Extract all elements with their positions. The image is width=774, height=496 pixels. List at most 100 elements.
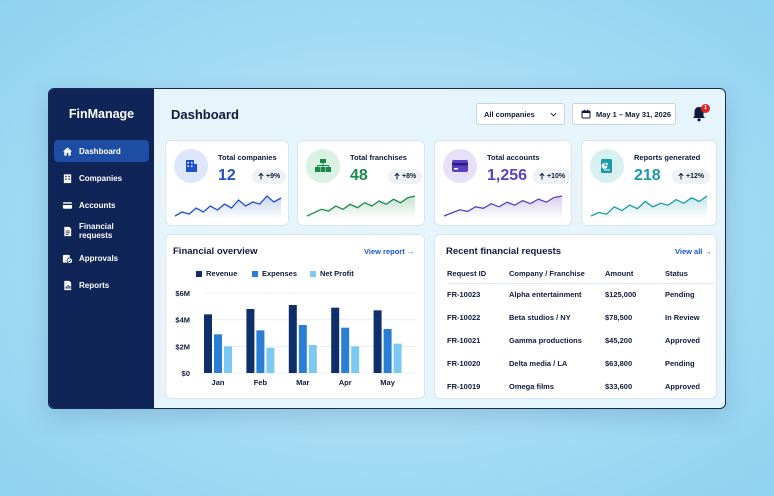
stat-value: 218 xyxy=(634,167,661,184)
change-badge: +9% xyxy=(252,169,287,184)
bar-net-profit xyxy=(266,347,275,373)
page-title: Dashboard xyxy=(171,107,239,122)
stat-label: Total franchises xyxy=(350,153,407,162)
x-tick-label: May xyxy=(380,378,395,387)
arrow-right-icon: → xyxy=(704,247,712,256)
date-range-picker[interactable]: May 1 – May 31, 2026 xyxy=(572,103,676,125)
bar-expenses xyxy=(214,334,222,373)
sparkline-area xyxy=(175,196,281,219)
request-id: FR-10019 xyxy=(447,382,481,391)
legend-label: Expenses xyxy=(262,269,298,278)
building-icon xyxy=(174,149,208,183)
amount: $45,200 xyxy=(605,336,633,345)
column-header: Amount xyxy=(605,269,634,279)
view-all-link[interactable]: View all → xyxy=(675,247,712,256)
bar-expenses xyxy=(341,327,350,373)
company-name: Delta media / LA xyxy=(509,359,568,368)
sidebar-item-label: Financial requests xyxy=(79,222,114,240)
credit-card-icon xyxy=(443,149,477,183)
amount: $33,600 xyxy=(605,382,633,391)
y-tick-label: $6M xyxy=(175,289,190,298)
change-value: +8% xyxy=(402,173,417,180)
bar-revenue xyxy=(246,309,255,373)
column-header: Status xyxy=(665,269,688,279)
sidebar-item-dashboard[interactable]: Dashboard xyxy=(54,140,149,162)
bar-net-profit xyxy=(393,343,402,373)
sparkline xyxy=(306,195,416,219)
x-tick-label: Jan xyxy=(212,378,225,387)
stat-value: 48 xyxy=(350,167,368,184)
sidebar-item-companies[interactable]: Companies xyxy=(54,167,149,189)
notification-badge: 1 xyxy=(701,104,710,113)
panel-title: Financial overview xyxy=(173,246,258,257)
sparkline-line xyxy=(443,195,563,217)
calendar-icon xyxy=(581,109,591,119)
sidebar-item-label: Companies xyxy=(79,173,123,183)
bar-net-profit xyxy=(224,346,232,373)
chevron-down-icon xyxy=(550,112,557,117)
table-row[interactable]: FR-10019 Omega films $33,600 Approved xyxy=(447,375,715,398)
column-header: Request ID xyxy=(447,269,487,279)
sidebar-item-label: Reports xyxy=(79,280,110,290)
request-id: FR-10022 xyxy=(447,313,481,322)
change-value: +12% xyxy=(686,173,705,180)
company-name: Omega films xyxy=(509,382,555,391)
legend-swatch xyxy=(252,270,258,277)
date-range-value: May 1 – May 31, 2026 xyxy=(596,109,672,119)
arrow-up-icon xyxy=(394,173,400,180)
change-value: +10% xyxy=(547,173,566,180)
request-id: FR-10021 xyxy=(447,336,481,345)
amount: $78,500 xyxy=(605,313,633,322)
bar-chart: $6M $4M $2M $0 Jan Feb Mar Apr May xyxy=(175,289,416,387)
status: Approved xyxy=(665,382,701,391)
building-icon xyxy=(63,173,72,183)
sidebar-item-label: Dashboard xyxy=(79,146,121,156)
change-badge: +10% xyxy=(533,169,572,184)
change-value: +9% xyxy=(266,173,281,180)
sidebar-item-reports[interactable]: Reports xyxy=(54,274,149,296)
table-row[interactable]: FR-10020 Delta media / LA $63,800 Pendin… xyxy=(447,352,715,375)
sidebar-item-accounts[interactable]: Accounts xyxy=(54,194,149,216)
sparkline xyxy=(443,195,563,219)
company-select[interactable]: All companies xyxy=(476,103,565,125)
panel-title: Recent financial requests xyxy=(446,246,562,257)
status: In Review xyxy=(665,313,700,322)
sidebar-item-approvals[interactable]: Approvals xyxy=(54,247,149,269)
report-icon xyxy=(64,280,72,290)
y-tick-label: $0 xyxy=(182,369,190,378)
approval-icon xyxy=(62,254,73,264)
stat-value: 12 xyxy=(218,167,236,184)
link-label: View report xyxy=(364,247,405,256)
bar-net-profit xyxy=(351,346,360,373)
bar-revenue xyxy=(288,305,297,373)
company-name: Alpha entertainment xyxy=(509,290,582,300)
company-select-value: All companies xyxy=(484,109,535,119)
change-badge: +8% xyxy=(388,169,423,184)
sidebar: FinManage Dashboard Companies Accounts F… xyxy=(49,89,154,408)
sparkline-line xyxy=(590,195,708,217)
arrow-right-icon: → xyxy=(406,247,415,256)
sparkline xyxy=(590,195,708,219)
legend-swatch xyxy=(196,270,202,277)
table-row[interactable]: FR-10021 Gamma productions $45,200 Appro… xyxy=(447,329,715,352)
sparkline xyxy=(174,195,282,219)
recent-requests-panel: Recent financial requests View all → Req… xyxy=(434,234,717,399)
table-row[interactable]: FR-10022 Beta studios / NY $78,500 In Re… xyxy=(447,306,715,329)
table-row[interactable]: FR-10023 Alpha entertainment $125,000 Pe… xyxy=(447,283,715,306)
bar-expenses xyxy=(256,330,265,373)
requests-table: Request ID Company / Franchise Amount St… xyxy=(447,265,715,398)
stat-label: Total accounts xyxy=(487,153,540,162)
bar-revenue xyxy=(331,307,340,373)
request-id: FR-10023 xyxy=(447,290,481,300)
amount: $125,000 xyxy=(605,290,637,300)
financial-overview-panel: Financial overview View report → Revenue… xyxy=(165,234,425,399)
view-report-link[interactable]: View report → xyxy=(364,247,414,256)
brand-logo: FinManage xyxy=(68,107,135,121)
stat-label: Total companies xyxy=(218,153,277,162)
link-label: View all xyxy=(675,247,703,256)
sidebar-item-financial-requests[interactable]: Financial requests xyxy=(54,220,149,242)
x-tick-label: Feb xyxy=(254,378,268,387)
y-tick-label: $4M xyxy=(175,316,190,325)
arrow-up-icon xyxy=(539,173,545,180)
stat-card-accounts: Total accounts 1,256 +10% xyxy=(434,140,572,226)
